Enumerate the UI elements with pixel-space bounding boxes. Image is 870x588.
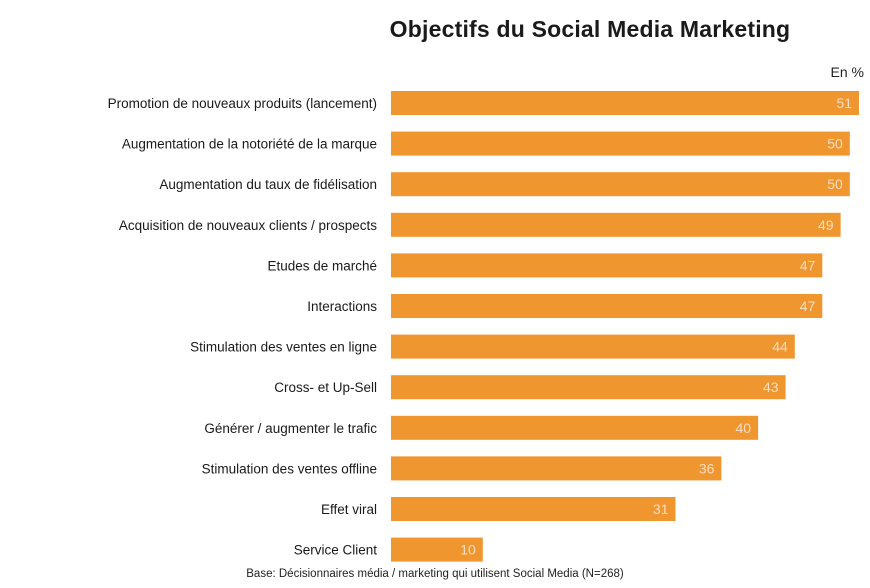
- chart-title: Objectifs du Social Media Marketing: [389, 16, 791, 42]
- value-label: 36: [699, 460, 715, 476]
- category-label: Acquisition de nouveaux clients / prospe…: [119, 218, 377, 233]
- bar: [391, 537, 483, 562]
- value-label: 43: [763, 379, 779, 395]
- bar: [391, 253, 823, 278]
- category-label: Etudes de marché: [267, 258, 377, 273]
- category-label: Cross- et Up-Sell: [274, 380, 377, 395]
- category-label: Promotion de nouveaux produits (lancemen…: [108, 96, 377, 111]
- category-label: Effet viral: [321, 502, 377, 517]
- category-label: Augmentation du taux de fidélisation: [159, 177, 377, 192]
- value-label: 10: [460, 542, 476, 558]
- bar: [391, 131, 850, 156]
- bar: [391, 497, 676, 521]
- value-label: 31: [653, 501, 669, 517]
- bar: [391, 212, 841, 237]
- value-label: 49: [818, 217, 834, 233]
- bars-layer: Promotion de nouveaux produits (lancemen…: [108, 91, 859, 562]
- category-label: Générer / augmenter le trafic: [204, 421, 377, 436]
- unit-label: En %: [830, 64, 864, 80]
- category-label: Service Client: [294, 543, 378, 558]
- value-label: 47: [800, 257, 816, 273]
- value-label: 50: [827, 136, 843, 152]
- footnote: Base: Décisionnaires média / marketing q…: [246, 568, 624, 580]
- value-label: 40: [736, 420, 752, 436]
- category-label: Augmentation de la notoriété de la marqu…: [122, 137, 377, 152]
- bar: [391, 456, 722, 481]
- category-label: Interactions: [307, 299, 377, 314]
- value-label: 50: [827, 176, 843, 192]
- bar: [391, 334, 795, 359]
- bar: [391, 294, 823, 318]
- category-label: Stimulation des ventes offline: [202, 461, 377, 476]
- value-label: 47: [800, 298, 816, 314]
- bar: [391, 91, 859, 115]
- bar: [391, 172, 850, 197]
- category-label: Stimulation des ventes en ligne: [190, 340, 377, 355]
- bar: [391, 375, 786, 400]
- bar: [391, 415, 759, 440]
- value-label: 51: [836, 95, 852, 111]
- value-label: 44: [772, 339, 788, 355]
